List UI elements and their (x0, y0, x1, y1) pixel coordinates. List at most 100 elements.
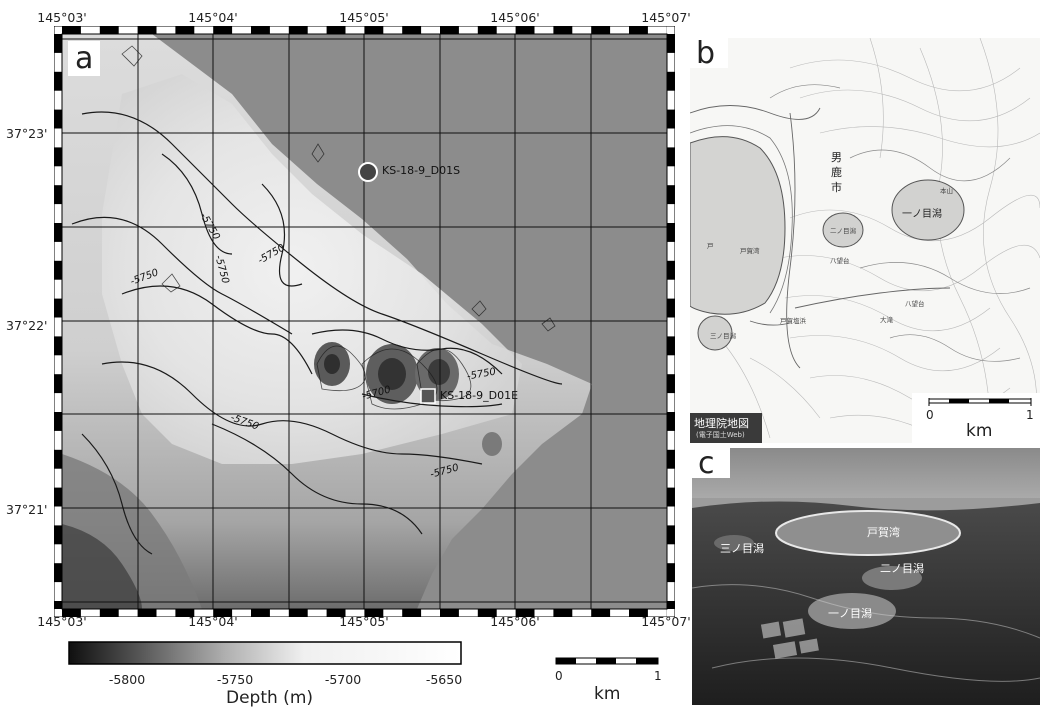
source-badge-subtitle: (電子国土Web) (696, 431, 745, 439)
frame-check (629, 609, 648, 617)
frame-check (213, 609, 233, 617)
site-label-d01s: KS-18-9_D01S (382, 164, 461, 177)
svg-text:三ノ目潟: 三ノ目潟 (710, 332, 737, 340)
frame-check (667, 34, 675, 53)
frame-check (667, 147, 675, 167)
panel-b-letter-box: b (690, 38, 728, 70)
city-label: 男 鹿 市 (831, 151, 842, 194)
frame-check (213, 26, 233, 34)
topographic-map: 戸 戸賀湾 二ノ目潟 三ノ目潟 八望台 戸賀塩浜 大滝 本山 八望台 b 男 鹿… (690, 38, 1040, 443)
frame-check (402, 609, 422, 617)
frame-check (440, 26, 459, 34)
photo-label-ninomegata: 二ノ目潟 (880, 562, 924, 575)
frame-check (54, 449, 62, 469)
frame-check (62, 26, 81, 34)
svg-text:戸賀湾: 戸賀湾 (740, 246, 760, 255)
frame-check (137, 26, 157, 34)
topo-svg: 戸 戸賀湾 二ノ目潟 三ノ目潟 八望台 戸賀塩浜 大滝 本山 八望台 (690, 38, 1040, 443)
lake-label-ichinomegata: 一ノ目潟 (902, 209, 942, 220)
frame-check (54, 109, 62, 129)
panel-c-letter: c (698, 448, 715, 481)
scale-a-start: 0 (555, 669, 563, 683)
aerial-photo: c 戸賀湾 三ノ目潟 二ノ目潟 一ノ目潟 (692, 448, 1040, 705)
svg-text:大滝: 大滝 (880, 315, 894, 324)
frame-check (54, 525, 62, 545)
frame-check (477, 609, 497, 617)
frame-check (402, 26, 422, 34)
top-tick-label: 145°04' (188, 10, 238, 25)
panel-a-letter: a (68, 41, 101, 76)
top-tick-label: 145°06' (490, 10, 540, 25)
frame-check (667, 449, 675, 469)
bottom-tick-label: 145°04' (188, 614, 238, 629)
frame-check (54, 374, 62, 394)
frame-check (515, 609, 535, 617)
frame-check (54, 185, 62, 205)
frame-check (288, 26, 308, 34)
svg-text:戸: 戸 (707, 242, 714, 250)
frame-check (667, 260, 675, 280)
frame-check (54, 601, 62, 609)
frame-check (629, 26, 648, 34)
graticule (62, 34, 667, 609)
frame-check (326, 609, 346, 617)
frame-check (54, 260, 62, 280)
frame-check (364, 609, 384, 617)
site-marker-d01s (358, 162, 378, 182)
frame-check (667, 374, 675, 394)
frame-check (667, 487, 675, 507)
site-label-d01e: KS-18-9_D01E (440, 389, 519, 402)
frame-check (515, 26, 535, 34)
aerial-svg (692, 448, 1040, 705)
bottom-tick-label: 145°06' (490, 614, 540, 629)
scale-bar-b (928, 398, 1032, 406)
frame-check (99, 609, 119, 617)
bathymetry-svg (62, 34, 667, 609)
frame-check (553, 26, 573, 34)
lake-sannomegata (697, 315, 733, 351)
frame-check (667, 412, 675, 431)
scale-a-end: 1 (654, 669, 662, 683)
frame-check (62, 609, 81, 617)
frame-check (54, 487, 62, 507)
frame-check (251, 26, 270, 34)
scale-b-start: 0 (926, 408, 934, 422)
frame-check (54, 336, 62, 356)
colorbar-tick: -5700 (324, 672, 362, 687)
colorbar-label: Depth (m) (226, 688, 314, 708)
frame-check (553, 609, 573, 617)
source-badge-title: 地理院地図 (694, 417, 749, 430)
left-tick-label: 37°22' (6, 318, 48, 333)
lake-ichinomegata (891, 179, 965, 241)
frame-check (99, 26, 119, 34)
top-tick-label: 145°07' (641, 10, 691, 25)
colorbar-tick: -5650 (425, 672, 463, 687)
frame-check (175, 609, 195, 617)
frame-check (477, 26, 497, 34)
svg-text:二ノ目潟: 二ノ目潟 (830, 227, 857, 235)
bathymetry-map: a KS-18-9_D01S KS-18-9_D01E -5750 -5750 … (62, 34, 667, 609)
photo-label-toga-bay: 戸賀湾 (867, 526, 900, 539)
frame-check (667, 336, 675, 356)
panel-a-letter-box: a (68, 41, 101, 76)
scale-a-unit: km (594, 684, 621, 704)
frame-check (591, 26, 611, 34)
scale-bar-a (555, 657, 659, 665)
bottom-tick-label: 145°05' (339, 614, 389, 629)
colorbar-tick: -5750 (216, 672, 254, 687)
frame-check (251, 609, 270, 617)
frame-check (54, 412, 62, 431)
knoll (482, 432, 502, 456)
lake-ichinome (808, 593, 896, 629)
left-tick-label: 37°21' (6, 502, 48, 517)
frame-check (667, 109, 675, 129)
top-tick-label: 145°03' (37, 10, 87, 25)
frame-check (288, 609, 308, 617)
svg-text:本山: 本山 (940, 186, 953, 195)
bay-water (776, 511, 960, 555)
bottom-tick-label: 145°07' (641, 614, 691, 629)
depth-colorbar (68, 641, 462, 665)
scale-b-end: 1 (1026, 408, 1034, 422)
svg-text:戸賀塩浜: 戸賀塩浜 (780, 316, 807, 325)
frame-check (667, 601, 675, 609)
